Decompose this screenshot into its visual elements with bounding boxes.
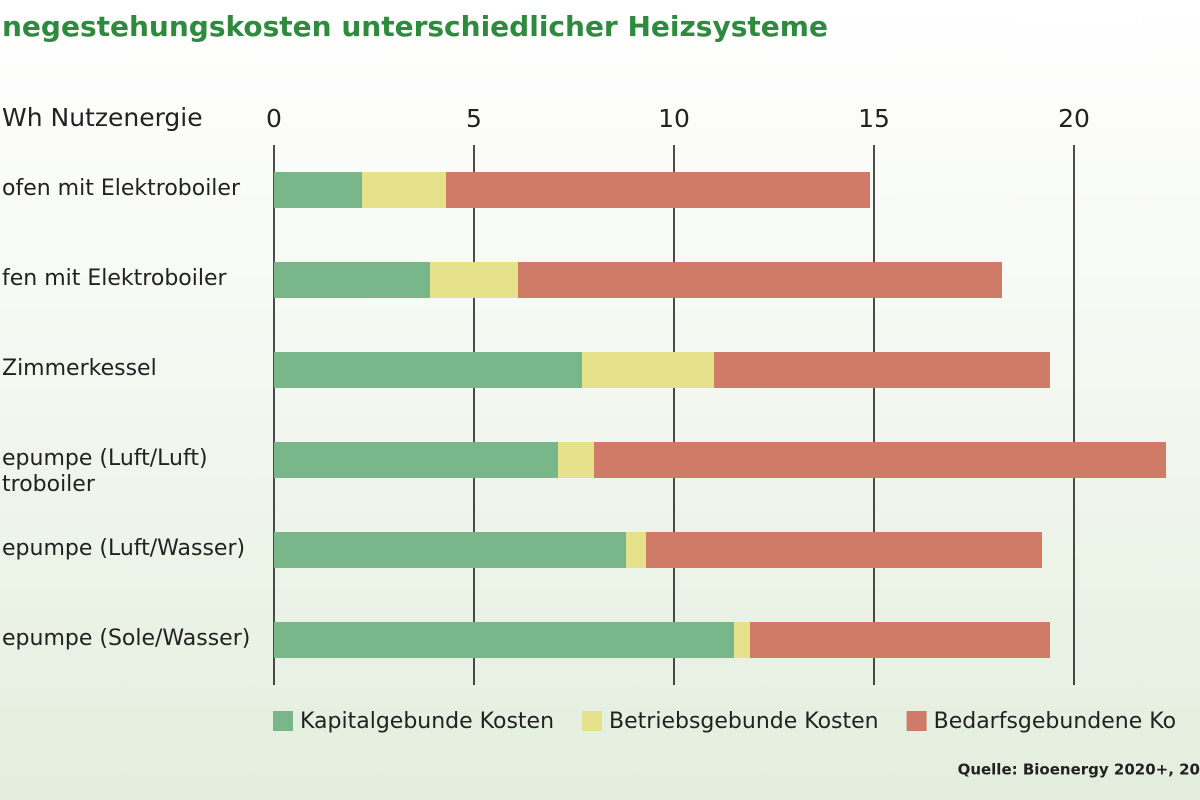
- legend-label: Kapitalgebunde Kosten: [300, 709, 554, 734]
- legend-swatch: [582, 711, 603, 731]
- bar-segment: [646, 532, 1042, 568]
- bar-segment: [274, 442, 558, 478]
- bar-segment: [274, 262, 430, 298]
- bar-segment: [582, 352, 714, 388]
- bar-segment: [274, 622, 734, 658]
- bar-segment: [274, 352, 582, 388]
- category-label: ofen mit Elektroboiler: [2, 176, 241, 201]
- legend-label: Bedarfsgebundene Ko: [934, 709, 1176, 734]
- bar-segment: [734, 622, 750, 658]
- bar-segment: [714, 352, 1050, 388]
- bar-segment: [750, 622, 1050, 658]
- category-label: fen mit Elektroboiler: [2, 266, 227, 291]
- x-tick-label: 10: [658, 104, 690, 133]
- bar-segment: [558, 442, 594, 478]
- legend-swatch: [273, 711, 293, 731]
- category-label: Zimmerkessel: [2, 356, 157, 381]
- source: Quelle: Bioenergy 2020+, 20: [958, 761, 1200, 779]
- bar-segment: [274, 172, 362, 208]
- axis-label: Wh Nutzenergie: [2, 103, 203, 132]
- x-tick-label: 20: [1058, 104, 1090, 133]
- category-label: epumpe (Sole/Wasser): [2, 626, 251, 651]
- chart-title: negestehungskosten unterschiedlicher Hei…: [2, 10, 828, 43]
- bar-segment: [518, 262, 1002, 298]
- x-tick-label: 15: [858, 104, 890, 133]
- legend-label: Betriebsgebunde Kosten: [609, 709, 879, 734]
- category-label: epumpe (Luft/Wasser): [2, 536, 246, 561]
- bar-segment: [594, 442, 1166, 478]
- x-tick-label: 0: [266, 104, 282, 133]
- bar-segment: [446, 172, 870, 208]
- legend-swatch: [906, 711, 927, 731]
- bar-segment: [430, 262, 518, 298]
- bar-segment: [626, 532, 646, 568]
- bar-segment: [362, 172, 446, 208]
- bar-segment: [274, 532, 626, 568]
- category-label: epumpe (Luft/Luft) troboiler: [2, 446, 208, 497]
- x-tick-label: 5: [466, 104, 482, 133]
